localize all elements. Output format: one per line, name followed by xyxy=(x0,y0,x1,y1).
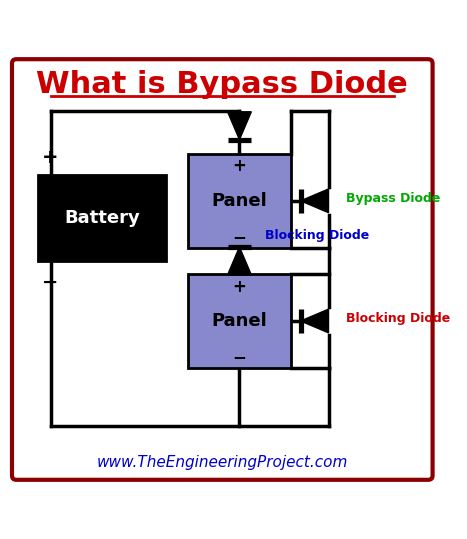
Polygon shape xyxy=(301,309,328,333)
Text: Bypass Diode: Bypass Diode xyxy=(346,192,440,205)
Text: What is Bypass Diode: What is Bypass Diode xyxy=(36,71,408,100)
Text: +: + xyxy=(233,278,247,296)
Text: +: + xyxy=(233,157,247,176)
Text: Panel: Panel xyxy=(212,192,267,210)
FancyBboxPatch shape xyxy=(12,59,432,480)
FancyBboxPatch shape xyxy=(188,274,291,368)
Polygon shape xyxy=(301,189,328,213)
Text: Blocking Diode: Blocking Diode xyxy=(265,229,369,241)
Text: −: − xyxy=(233,349,247,367)
Polygon shape xyxy=(227,112,251,140)
Text: Panel: Panel xyxy=(212,312,267,330)
Text: Battery: Battery xyxy=(64,209,140,227)
FancyBboxPatch shape xyxy=(38,175,167,261)
Text: www.TheEngineeringProject.com: www.TheEngineeringProject.com xyxy=(97,455,348,470)
Text: −: − xyxy=(233,229,247,246)
Polygon shape xyxy=(227,247,251,275)
Text: Blocking Diode: Blocking Diode xyxy=(346,313,450,326)
Text: −: − xyxy=(42,273,59,292)
FancyBboxPatch shape xyxy=(188,154,291,248)
Text: +: + xyxy=(42,148,59,168)
